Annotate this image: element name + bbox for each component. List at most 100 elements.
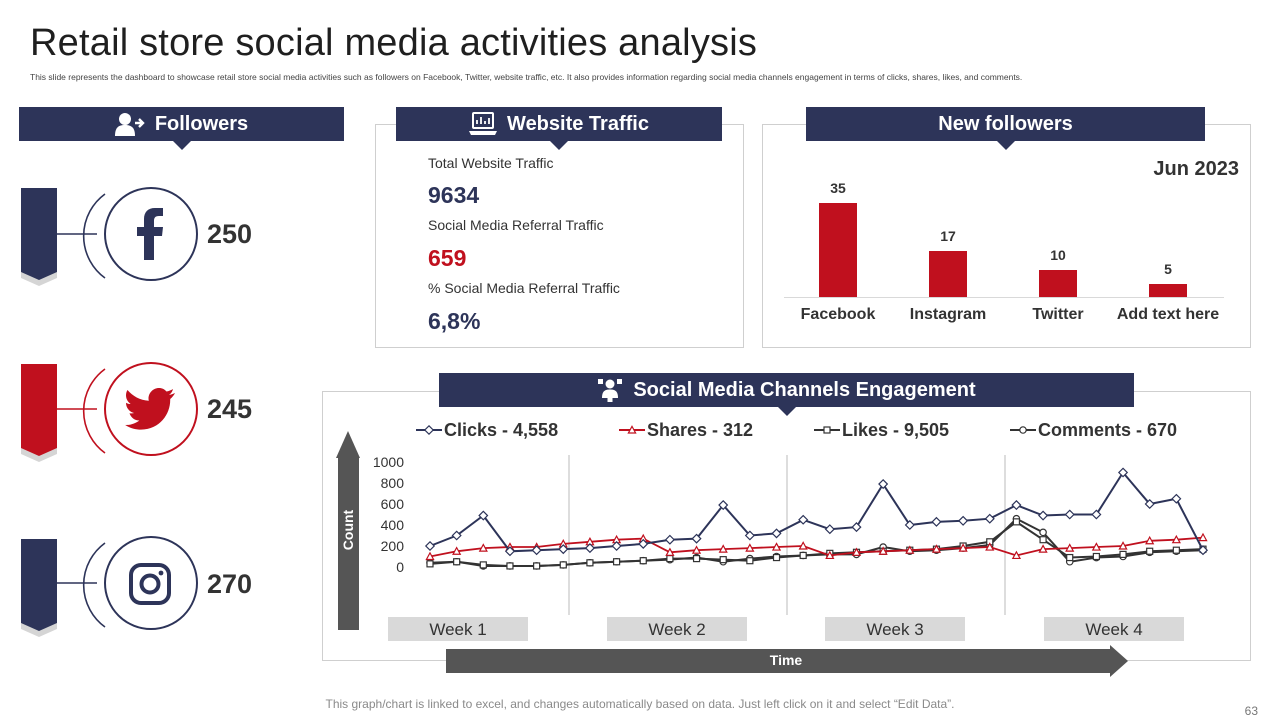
legend-label: Likes - 9,505 [842,420,949,440]
total-traffic-label: Total Website Traffic [428,155,554,171]
data-point-clicks [904,519,915,531]
bar-chart-baseline [784,297,1224,298]
data-point-shares [745,543,755,552]
data-point-likes [1092,552,1100,561]
data-point-shares [691,545,702,554]
total-traffic-value: 9634 [428,182,480,208]
data-point-shares [452,546,462,555]
followers-title: Followers [154,112,249,135]
count-axis-arrow [336,431,360,630]
referral-traffic-label: Social Media Referral Traffic [428,217,604,233]
pct-referral-value: 6,8% [428,308,481,334]
data-point-clicks [1117,467,1129,478]
bar-value-label: 17 [940,228,956,245]
data-point-clicks [611,540,622,552]
facebook-icon [127,208,173,265]
y-axis-label: Count [340,509,356,550]
data-point-likes [1119,550,1127,559]
data-point-likes [426,560,434,568]
legend-marker [823,426,831,434]
data-point-clicks [958,515,969,526]
data-point-likes [719,556,727,564]
data-point-likes [692,554,701,563]
data-point-clicks [1064,509,1075,520]
data-point-likes [1172,546,1180,554]
bar-category-label: Add text here [1116,306,1220,323]
data-point-shares [1171,534,1181,544]
week-box [1044,617,1184,641]
data-point-shares [851,547,862,556]
data-point-clicks [931,516,942,527]
data-point-shares [985,542,995,551]
instagram-follower-count: 270 [207,569,253,599]
data-point-clicks [584,543,595,554]
data-point-clicks [851,522,862,533]
page-subtitle: This slide represents the dashboard to s… [30,72,1023,82]
add-user-icon [114,112,145,136]
bar-category-label: Instagram [909,306,987,323]
time-axis-arrow [446,645,1128,677]
data-point-clicks [478,510,489,521]
data-point-likes [639,557,647,565]
data-point-likes [666,554,674,563]
data-point-shares [1118,541,1128,550]
new-followers-title: New followers [938,112,1073,135]
data-point-likes [1146,547,1154,555]
data-point-shares [931,544,942,553]
series-line-likes [429,520,1204,567]
y-tick-label: 800 [381,475,405,491]
data-point-clicks [1038,510,1049,521]
y-tick-label: 0 [396,559,404,575]
data-point-clicks [664,534,675,545]
data-point-clicks [424,540,436,552]
bar-category-label: Twitter [1032,306,1084,323]
data-point-clicks [878,479,889,490]
data-point-clicks [504,546,516,557]
week-label: Week 1 [429,620,486,639]
bar-instagram [929,251,967,297]
data-point-shares [798,541,808,550]
bar-facebook [819,203,857,297]
twitter-flag [21,364,57,462]
data-point-clicks [824,524,835,535]
data-point-clicks [1091,509,1102,520]
engagement-banner: Social Media Channels Engagement [439,373,1134,416]
data-point-shares [1011,550,1022,560]
laptop-icon [469,112,498,136]
facebook-follower-count: 250 [207,219,253,249]
website-traffic-title: Website Traffic [507,112,649,135]
legend-label: Comments - 670 [1038,420,1177,440]
bar-twitter [1039,270,1077,297]
pct-referral-label: % Social Media Referral Traffic [428,280,620,296]
week-label: Week 4 [1085,620,1142,639]
series-line-shares [429,536,1204,558]
bar-value-label: 35 [830,180,846,196]
bar-value-label: 10 [1050,247,1066,264]
instagram-icon [129,563,171,610]
data-point-shares [1145,535,1155,545]
facebook-flag [21,188,57,286]
footer-note: This graph/chart is linked to excel, and… [325,697,955,711]
data-point-shares [958,543,968,552]
data-point-likes [1012,518,1021,526]
data-point-likes [479,561,487,569]
instagram-ring [57,535,202,640]
referral-traffic-value: 659 [428,245,467,271]
x-axis-label: Time [770,652,803,668]
data-point-likes [586,559,594,567]
data-point-shares [1065,543,1075,552]
page-title: Retail store social media activities ana… [30,22,758,64]
bar-category-label: Facebook [800,306,876,323]
data-point-clicks [1011,500,1022,511]
week-box [825,617,965,641]
data-point-comments [1039,528,1047,537]
data-point-clicks [558,544,569,555]
data-point-clicks [531,545,542,556]
data-point-shares [718,544,728,553]
data-point-clicks [451,530,462,541]
data-point-likes [453,558,461,566]
data-point-shares [665,547,675,556]
data-point-clicks [638,538,649,549]
twitter-icon [125,388,175,435]
